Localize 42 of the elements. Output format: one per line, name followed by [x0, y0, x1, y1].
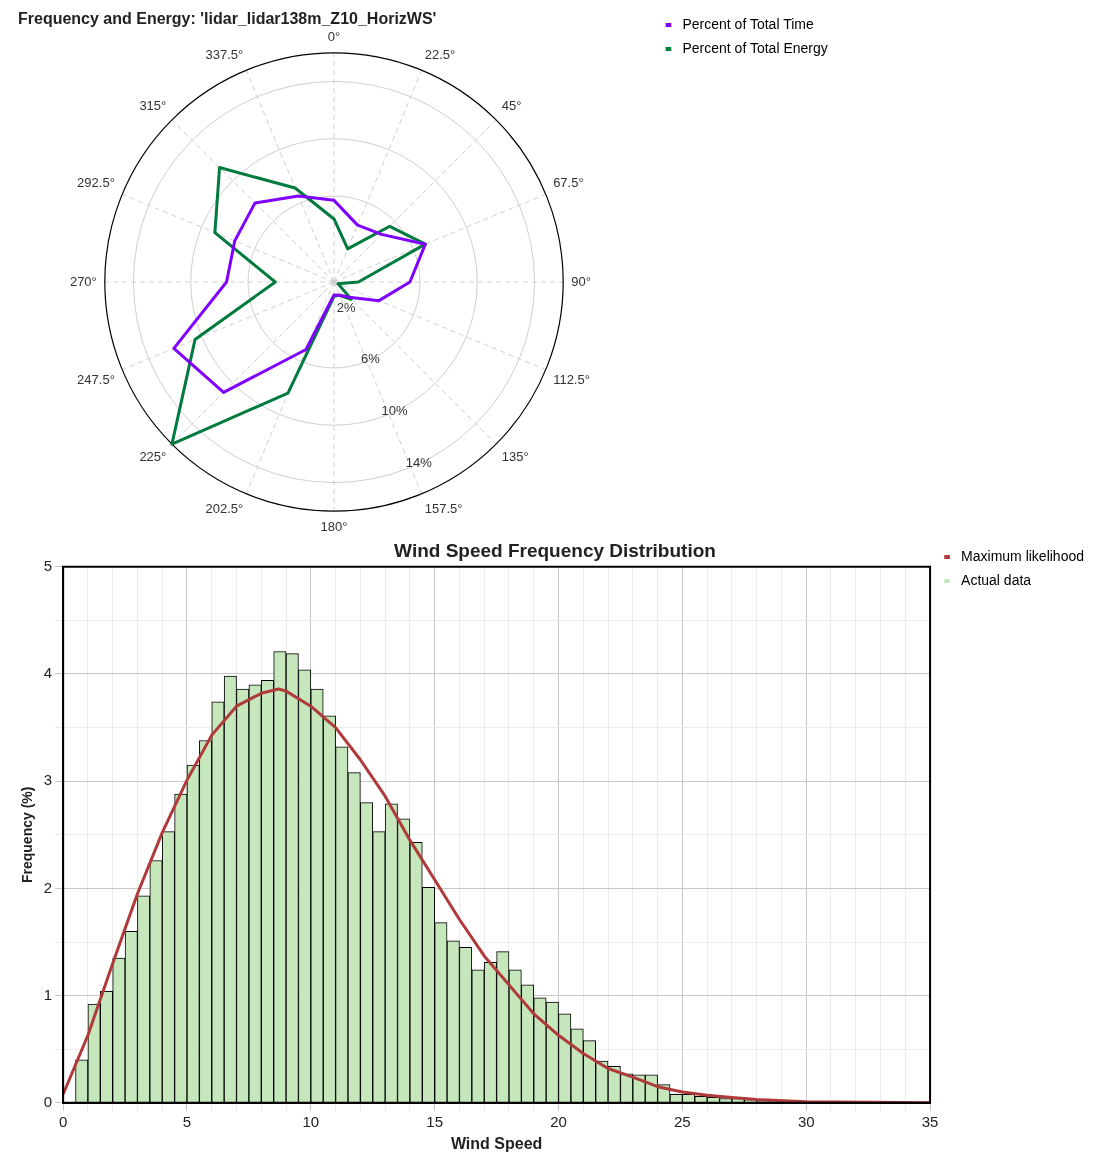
- y-tick-label: 2: [43, 878, 53, 896]
- legend-label: Percent of Total Time: [682, 15, 814, 32]
- y-tick-label: 1: [43, 985, 53, 1003]
- spoke-label: 0°: [327, 28, 341, 44]
- spoke-label: 157.5°: [424, 500, 463, 516]
- spoke-label: 292.5°: [77, 175, 115, 191]
- spoke-label: 45°: [501, 98, 522, 114]
- y-tick-label: 2%: [336, 299, 356, 315]
- spoke-label: 202.5°: [205, 500, 244, 516]
- x-tick-label: 0: [58, 1112, 68, 1130]
- chart-title: Wind Speed Frequency Distribution: [394, 539, 716, 561]
- y-axis-title: Frequency (%): [19, 786, 36, 884]
- spoke-label: 112.5°: [553, 372, 590, 388]
- spoke-label: 337.5°: [205, 46, 244, 62]
- legend-label: Percent of Total Energy: [682, 39, 828, 56]
- y-tick-label: 4: [43, 664, 53, 682]
- chart-title: Frequency and Energy: 'lidar_lidar138m_Z10_HorizWS': [18, 10, 437, 28]
- x-tick-label: 10: [302, 1112, 320, 1130]
- y-tick-label: 0: [43, 1092, 53, 1110]
- x-tick-label: 5: [182, 1112, 192, 1130]
- x-tick-label: 30: [797, 1112, 815, 1130]
- spoke-label: 67.5°: [553, 175, 584, 191]
- y-tick-label: 5: [43, 556, 53, 574]
- x-axis-title: Wind Speed: [450, 1134, 543, 1152]
- spoke-label: 90°: [571, 273, 591, 289]
- spoke-label: 22.5°: [424, 46, 456, 62]
- spoke-label: 225°: [139, 449, 167, 465]
- spoke-label: 315°: [139, 98, 167, 114]
- x-tick-label: 20: [550, 1112, 567, 1130]
- legend-label: Actual data: [961, 571, 1032, 588]
- spoke-label: 135°: [501, 449, 529, 465]
- y-tick-label: 6%: [360, 351, 381, 367]
- x-tick-label: 15: [426, 1112, 444, 1130]
- y-tick-label: 10%: [381, 403, 408, 419]
- y-tick-label: 14%: [405, 455, 433, 471]
- x-tick-label: 35: [921, 1112, 939, 1130]
- x-tick-label: 25: [674, 1112, 691, 1130]
- legend-label: Maximum likelihood: [961, 547, 1085, 564]
- y-tick-label: 3: [43, 771, 53, 789]
- spoke-label: 180°: [320, 518, 348, 534]
- spoke-label: 247.5°: [77, 372, 115, 388]
- spoke-label: 270°: [69, 273, 97, 289]
